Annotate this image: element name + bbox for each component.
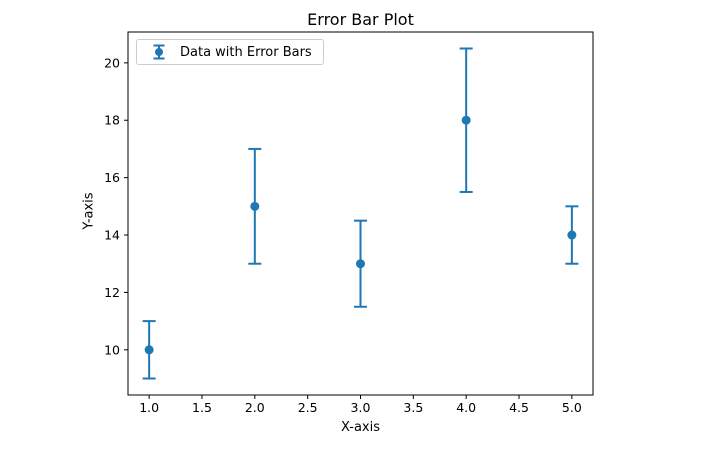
errorbar-point xyxy=(354,219,367,308)
chart-title: Error Bar Plot xyxy=(307,10,414,29)
y-tick-label: 16 xyxy=(104,170,120,185)
x-tick-label: 4.0 xyxy=(456,400,476,415)
y-axis-label: Y-axis xyxy=(81,192,97,230)
legend-label: Data with Error Bars xyxy=(180,44,312,60)
x-axis-label: X-axis xyxy=(341,420,380,435)
errorbar-point xyxy=(565,205,579,265)
y-tick-label: 18 xyxy=(104,113,120,128)
errorbar-point xyxy=(459,47,473,193)
x-tick-label: 1.5 xyxy=(192,400,212,415)
x-tick-label: 3.5 xyxy=(403,400,423,415)
y-tick-label: 12 xyxy=(104,285,120,300)
x-tick-label: 1.0 xyxy=(139,400,159,415)
legend-marker-dot xyxy=(155,48,163,56)
x-tick-label: 5.0 xyxy=(562,400,582,415)
data-point-marker xyxy=(461,115,471,125)
plot-frame xyxy=(127,31,594,396)
y-tick-label: 10 xyxy=(104,342,120,357)
y-tick-label: 14 xyxy=(104,228,120,243)
x-tick-label: 2.0 xyxy=(245,400,265,415)
x-tick-label: 4.5 xyxy=(509,400,529,415)
data-point-marker xyxy=(144,345,154,355)
y-tick-label: 20 xyxy=(104,55,120,70)
errorbar-legend-icon xyxy=(153,44,165,60)
data-point-marker xyxy=(356,259,365,269)
data-point-marker xyxy=(567,230,577,240)
data-point-marker xyxy=(250,201,260,211)
errorbar-point xyxy=(248,147,262,265)
x-tick-label: 2.5 xyxy=(298,400,318,415)
x-tick-label: 3.0 xyxy=(351,400,371,415)
legend: Data with Error Bars xyxy=(136,39,324,65)
errorbar-point xyxy=(142,320,156,380)
